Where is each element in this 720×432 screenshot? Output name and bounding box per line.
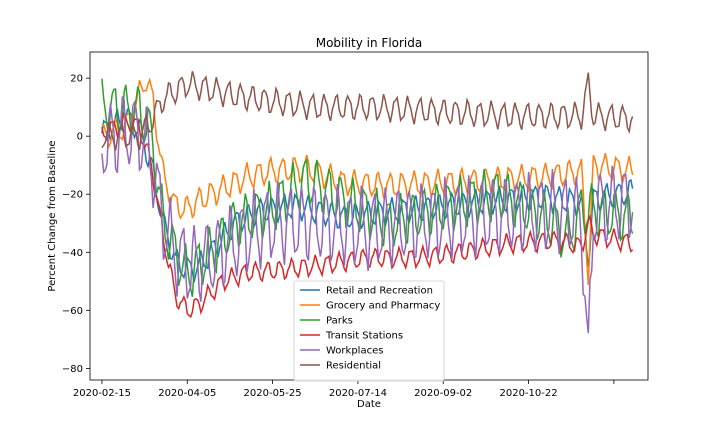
legend-box: [293, 280, 445, 382]
legend-label: Parks: [326, 316, 353, 327]
x-tick-label: 2020-04-05: [158, 388, 216, 399]
x-tick-label: 2020-09-02: [414, 388, 472, 399]
y-axis-ticks: 20 0 −20 −40 −60 −80: [62, 74, 90, 375]
x-axis-ticks: 2020-02-15 2020-04-05 2020-05-25 2020-07-14…: [73, 380, 615, 399]
series-line: [101, 70, 634, 151]
chart-title: Mobility in Florida: [316, 36, 423, 50]
y-tick-label: −20: [62, 190, 83, 201]
y-tick-label: −60: [62, 306, 83, 317]
legend-label: Retail and Recreation: [326, 286, 433, 297]
legend-label: Workplaces: [326, 346, 383, 357]
legend-label: Grocery and Pharmacy: [326, 301, 440, 312]
x-tick-label: 2020-10-22: [499, 388, 557, 399]
y-tick-label: 20: [70, 74, 83, 85]
y-tick-label: −40: [62, 248, 83, 259]
plot-lines: [101, 70, 634, 334]
y-tick-label: −80: [62, 364, 83, 375]
x-tick-label: 2020-07-14: [329, 388, 387, 399]
x-tick-label: 2020-02-15: [73, 388, 131, 399]
series-line: [101, 77, 634, 286]
x-axis-label: Date: [357, 399, 381, 410]
legend: Retail and Recreation Grocery and Pharmac…: [293, 280, 445, 382]
legend-label: Transit Stations: [325, 331, 403, 342]
y-tick-label: 0: [77, 132, 83, 143]
series-line: [101, 96, 634, 334]
x-tick-label: 2020-05-25: [244, 388, 302, 399]
y-axis-label: Percent Change from Baseline: [47, 140, 58, 291]
legend-label: Residential: [326, 361, 381, 372]
